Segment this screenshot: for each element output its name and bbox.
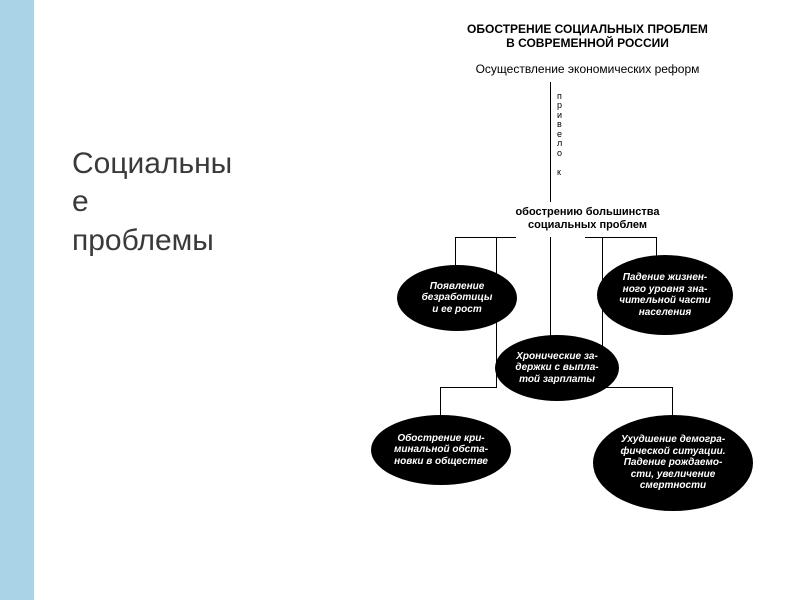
bubble-text: Падение жизнен-ного уровня зна-чительной… <box>619 272 711 318</box>
diagram-subtitle: Осуществление экономических реформ <box>375 62 800 76</box>
connector-line <box>672 387 673 417</box>
vertical-label: привело к <box>557 92 562 177</box>
left-accent-strip <box>0 0 34 600</box>
diagram-title: ОБОСТРЕНИЕ СОЦИАЛЬНЫХ ПРОБЛЕМ В СОВРЕМЕН… <box>375 22 800 50</box>
connector-line <box>455 237 456 267</box>
bubble-text: Ухудшение демогра-фической ситуации.Паде… <box>621 434 726 492</box>
connector-line <box>602 387 672 388</box>
slide-title-line: проблемы <box>72 222 232 260</box>
bubble-text: Обострение кри-минальной обста-новки в о… <box>394 433 488 468</box>
vertical-connector <box>550 82 551 202</box>
slide-title: Социальны е проблемы <box>72 145 232 260</box>
bubble-text: Появлениебезработицыи ее рост <box>422 281 493 316</box>
connector-line <box>440 387 497 388</box>
diagram-title-line: ОБОСТРЕНИЕ СОЦИАЛЬНЫХ ПРОБЛЕМ <box>375 22 800 36</box>
center-text-line: обострению большинства <box>375 206 800 219</box>
connector-line <box>550 237 551 337</box>
connector-line <box>496 237 516 238</box>
bubble-wage-delays: Хронические за-держки с выпла-той зарпла… <box>495 335 619 401</box>
diagram-container: ОБОСТРЕНИЕ СОЦИАЛЬНЫХ ПРОБЛЕМ В СОВРЕМЕН… <box>375 0 800 600</box>
vertical-label-letter: к <box>557 168 562 177</box>
diagram-title-line: В СОВРЕМЕННОЙ РОССИИ <box>375 36 800 50</box>
bubble-crime: Обострение кри-минальной обста-новки в о… <box>371 415 511 485</box>
bubble-unemployment: Появлениебезработицыи ее рост <box>397 265 517 331</box>
center-text-line: социальных проблем <box>375 219 800 232</box>
bubble-demography: Ухудшение демогра-фической ситуации.Паде… <box>593 415 753 511</box>
connector-line <box>440 387 441 417</box>
bubble-text: Хронические за-держки с выпла-той зарпла… <box>515 351 598 386</box>
connector-line <box>597 237 657 238</box>
connector-line <box>585 237 603 238</box>
bubble-living-standard: Падение жизнен-ного уровня зна-чительной… <box>597 255 733 335</box>
diagram-center-text: обострению большинства социальных пробле… <box>375 206 800 231</box>
slide-title-line: е <box>72 183 232 221</box>
slide-title-line: Социальны <box>72 145 232 183</box>
